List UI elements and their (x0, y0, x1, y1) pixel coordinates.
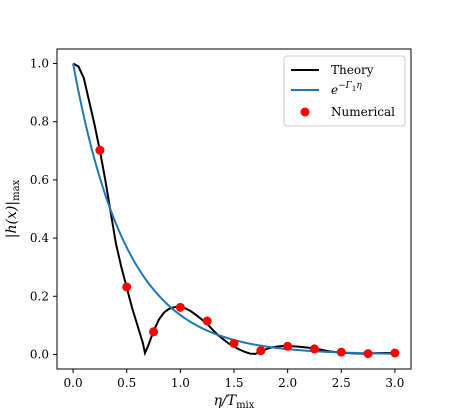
numerical-point (175, 302, 185, 312)
numerical-point (149, 327, 159, 337)
x-tick-label: 0.0 (64, 376, 83, 390)
numerical-point (256, 346, 266, 356)
numerical-point (202, 316, 212, 326)
y-tick-label: 0.8 (30, 115, 49, 129)
legend-box (283, 55, 406, 127)
x-tick-label: 0.5 (117, 376, 136, 390)
legend-numerical-marker (300, 107, 310, 117)
chart-marks (72, 62, 400, 359)
numerical-point (229, 338, 239, 348)
x-axis-ticks: 0.0 0.5 1.0 1.5 2.0 2.5 3.0 (64, 369, 404, 390)
numerical-point (283, 341, 293, 351)
numerical-point (336, 347, 346, 357)
x-tick-label: 3.0 (385, 376, 404, 390)
legend-exp-label: e−Γ1η (331, 81, 362, 97)
x-axis-label: η/Tmix (214, 393, 255, 411)
numerical-point (363, 349, 373, 359)
x-tick-label: 1.0 (171, 376, 190, 390)
x-tick-label: 1.5 (224, 376, 243, 390)
numerical-point (309, 344, 319, 354)
y-tick-label: 0.2 (30, 289, 49, 303)
legend-numerical-label: Numerical (331, 105, 395, 119)
y-tick-label: 1.0 (30, 57, 49, 71)
y-axis-ticks: 0.0 0.2 0.4 0.6 0.8 1.0 (30, 57, 57, 361)
x-tick-label: 2.0 (278, 376, 297, 390)
y-axis-label: |h(x)|max (4, 179, 22, 238)
legend-theory-label: Theory (331, 63, 374, 77)
numerical-point (390, 348, 400, 358)
y-tick-label: 0.0 (30, 347, 49, 361)
numerical-point (122, 282, 132, 292)
y-tick-label: 0.6 (30, 173, 49, 187)
legend: Theory e−Γ1η Numerical (283, 55, 406, 127)
y-tick-label: 0.4 (30, 231, 49, 245)
numerical-series-points (95, 145, 400, 359)
numerical-point (95, 145, 105, 155)
x-tick-label: 2.5 (332, 376, 351, 390)
